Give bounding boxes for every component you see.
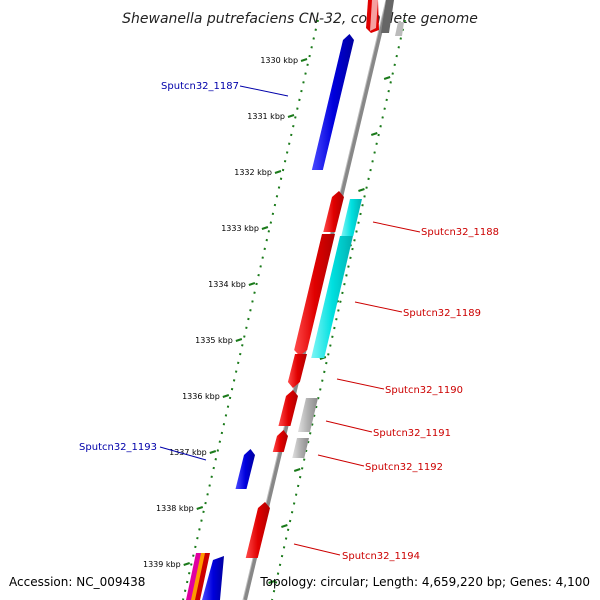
gene-feature-top-gray [395,22,404,36]
leader-line-1187 [239,85,289,97]
inner-dotted-guide [271,19,406,600]
gene-label-1190[interactable]: Sputcn32_1190 [385,385,463,396]
kbp-tick-label: 1330 kbp [260,56,298,65]
gene-feature-orange [191,553,206,600]
kbp-tick [235,338,243,342]
gene-feature-1189-cyan [311,236,353,358]
inner-tick [370,132,378,136]
kbp-tick [300,58,308,62]
kbp-tick [248,282,256,286]
kbp-tick-label: 1337 kbp [169,448,207,457]
gene-label-1191[interactable]: Sputcn32_1191 [373,428,451,439]
leader-line-1192 [317,454,365,467]
kbp-tick [287,114,295,118]
gene-feature-magenta [186,553,202,600]
kbp-tick [261,226,269,230]
gene-label-1193[interactable]: Sputcn32_1193 [79,442,157,453]
leader-line-1190 [336,378,385,390]
kbp-tick-label: 1335 kbp [195,336,233,345]
inner-tick [293,468,301,472]
inner-tick [383,76,391,80]
leader-line-1193 [159,446,207,461]
gene-label-1189[interactable]: Sputcn32_1189 [403,308,481,319]
leader-line-1194 [293,543,341,556]
inner-tick [268,580,275,584]
gene-feature-top-dark [381,0,394,33]
gene-label-1188[interactable]: Sputcn32_1188 [421,227,499,238]
kbp-tick-label: 1334 kbp [208,280,246,289]
kbp-tick [183,562,191,566]
kbp-tick-label: 1331 kbp [247,112,285,121]
gene-feature-1187 [311,34,354,170]
inner-tick [281,524,288,528]
kbp-tick [196,506,204,510]
kbp-tick-label: 1333 kbp [221,224,259,233]
kbp-tick-label: 1339 kbp [143,560,181,569]
gene-feature-1194 [245,502,270,558]
kbp-tick [209,450,217,454]
gene-labels: Sputcn32_1187 Sputcn32_1193 Sputcn32_118… [79,81,499,562]
genome-summary-text: Topology: circular; Length: 4,659,220 bp… [260,575,590,589]
leader-line-1188 [372,221,421,233]
gene-feature-red-thin [195,553,210,600]
outer-dotted-guide [182,19,319,600]
kbp-ticks: 1330 kbp 1331 kbp 1332 kbp 1333 kbp 1334 kbp… [143,56,391,584]
gene-feature-1191 [278,390,298,426]
inner-tick [358,188,365,192]
gene-feature-top-pink [370,0,378,31]
gene-feature-1190 [287,354,307,388]
kbp-tick-label: 1338 kbp [156,504,194,513]
kbp-tick-label: 1336 kbp [182,392,220,401]
gene-features [235,34,362,558]
gene-feature-1189 [294,234,335,356]
gene-label-1194[interactable]: Sputcn32_1194 [342,551,420,562]
gene-feature-1188-cyan [341,199,362,236]
gene-feature-blue-bottom [202,556,224,600]
gene-feature-1193 [235,449,255,489]
gene-feature-1191-gray [297,398,318,432]
leader-line-1189 [354,301,403,313]
gene-feature-1188 [323,191,344,232]
kbp-tick [274,170,282,174]
gene-feature-1192 [272,430,288,452]
accession-text: Accession: NC_009438 [9,575,146,589]
gene-label-1187[interactable]: Sputcn32_1187 [161,81,239,92]
leader-line-1191 [325,420,373,433]
kbp-tick-label: 1332 kbp [234,168,272,177]
gene-label-1192[interactable]: Sputcn32_1192 [365,462,443,473]
kbp-tick [222,394,230,398]
gene-feature-1192-gray [292,438,309,458]
map-title: Shewanella putrefaciens CN-32, complete … [122,11,478,27]
